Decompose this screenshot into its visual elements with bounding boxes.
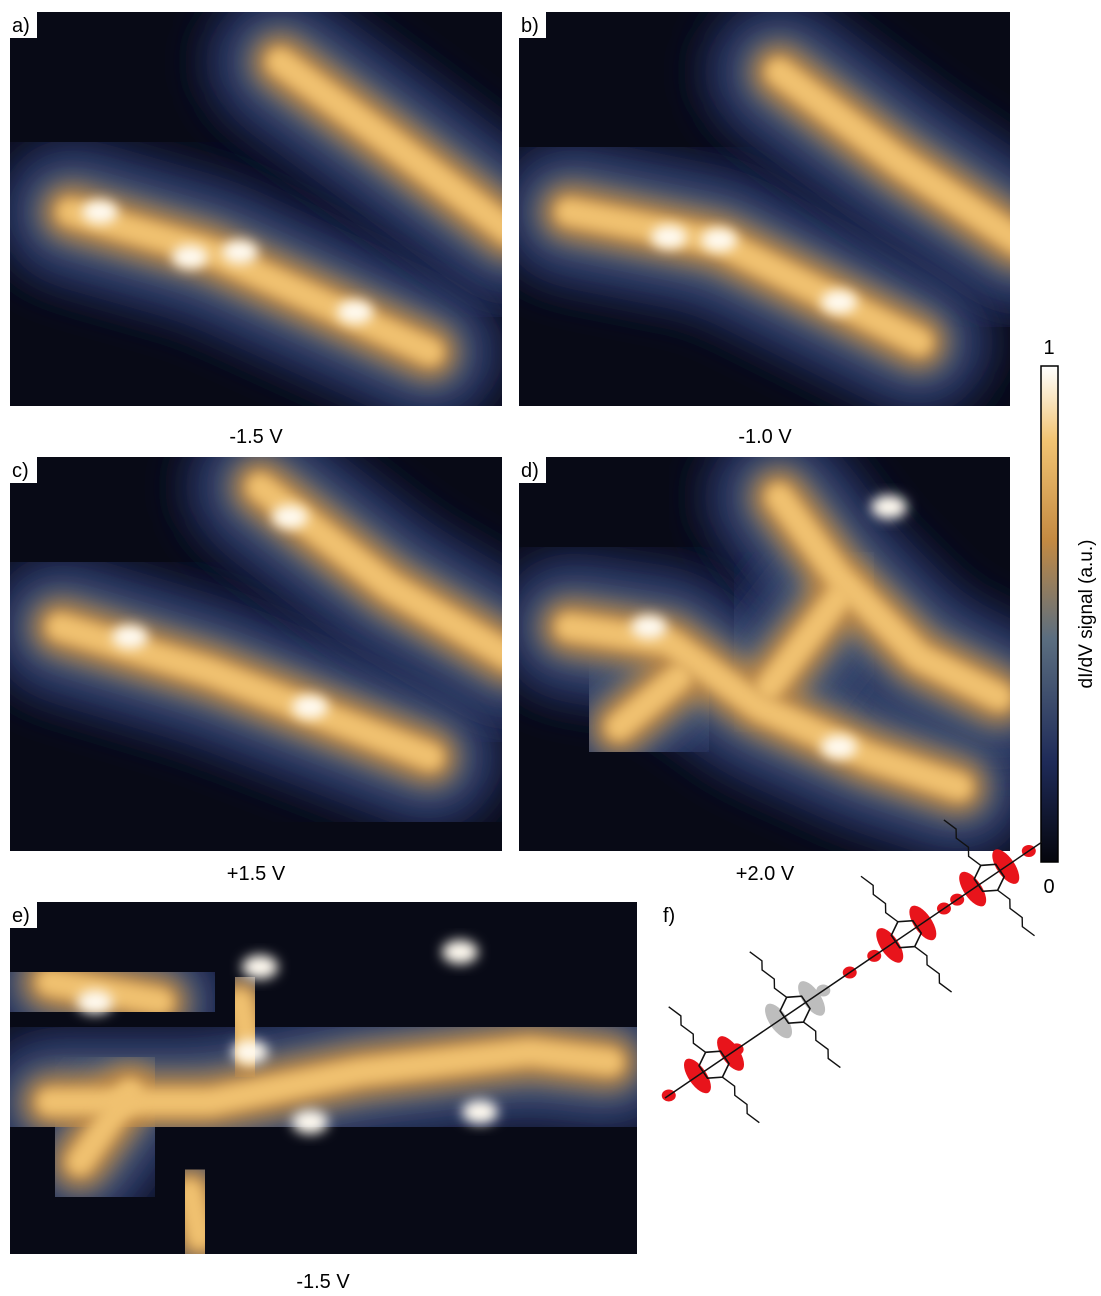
- strand: [766, 484, 1010, 710]
- hot-spot: [292, 1110, 328, 1134]
- label-box: [519, 457, 546, 483]
- panel-caption: +1.5 V: [227, 863, 286, 885]
- label-box: [10, 12, 37, 38]
- alkyl-chain: [914, 946, 953, 993]
- colorbar: [1040, 365, 1059, 863]
- colorbar-label: dI/dV signal (a.u.): [1076, 540, 1097, 689]
- hot-spot: [272, 505, 308, 529]
- alkyl-chain: [749, 951, 788, 998]
- alkyl-chain: [997, 889, 1035, 937]
- hot-spot: [871, 495, 907, 519]
- colorbar-min: 0: [1043, 876, 1054, 898]
- hot-spot: [821, 290, 857, 314]
- strand: [47, 614, 443, 770]
- panel-label: e): [12, 905, 30, 927]
- hot-spot: [112, 625, 148, 649]
- hot-spot: [442, 940, 478, 964]
- panel-caption: -1.0 V: [738, 426, 792, 448]
- label-box: [10, 457, 37, 483]
- strand: [37, 969, 173, 1015]
- alkyl-chain: [860, 875, 899, 923]
- label-box: [519, 12, 546, 38]
- molecule: [661, 819, 1043, 1124]
- hot-spot: [292, 695, 328, 719]
- hot-spot: [172, 245, 208, 269]
- alkyl-chain: [943, 819, 982, 866]
- strand: [37, 1039, 623, 1115]
- stm-image: [519, 457, 1010, 851]
- label-box: [10, 902, 37, 928]
- strand: [766, 59, 1010, 252]
- hot-spot: [77, 990, 113, 1014]
- hot-spot: [701, 228, 737, 252]
- panel-caption: +2.0 V: [736, 863, 795, 885]
- hot-spot: [222, 240, 258, 264]
- colorbar-max: 1: [1043, 337, 1054, 359]
- stm-image: [10, 12, 502, 406]
- panel-caption: -1.5 V: [229, 426, 283, 448]
- hot-spot: [232, 1040, 268, 1064]
- panel-label: c): [12, 460, 29, 482]
- strand: [177, 1179, 213, 1250]
- alkyl-chain: [722, 1076, 760, 1124]
- panel-label: b): [521, 15, 539, 37]
- hot-spot: [462, 1100, 498, 1124]
- panel-label: d): [521, 460, 539, 482]
- panel-label: a): [12, 15, 30, 37]
- strand: [756, 584, 852, 700]
- strand: [67, 1079, 143, 1175]
- hot-spot: [82, 200, 118, 224]
- strand: [267, 49, 502, 243]
- hot-spot: [242, 955, 278, 979]
- stm-image: [519, 12, 1010, 406]
- strand: [606, 664, 692, 740]
- hot-spot: [651, 225, 687, 249]
- panel-label: f): [663, 905, 675, 927]
- backbone: [664, 841, 1043, 1099]
- hot-spot: [821, 735, 857, 759]
- hot-spot: [337, 300, 373, 324]
- hot-spot: [631, 615, 667, 639]
- panel-caption: -1.5 V: [296, 1271, 350, 1291]
- stm-image: [10, 457, 502, 851]
- strand: [556, 614, 972, 800]
- stm-image: [10, 902, 637, 1254]
- alkyl-chain: [803, 1021, 841, 1069]
- alkyl-chain: [668, 1006, 707, 1053]
